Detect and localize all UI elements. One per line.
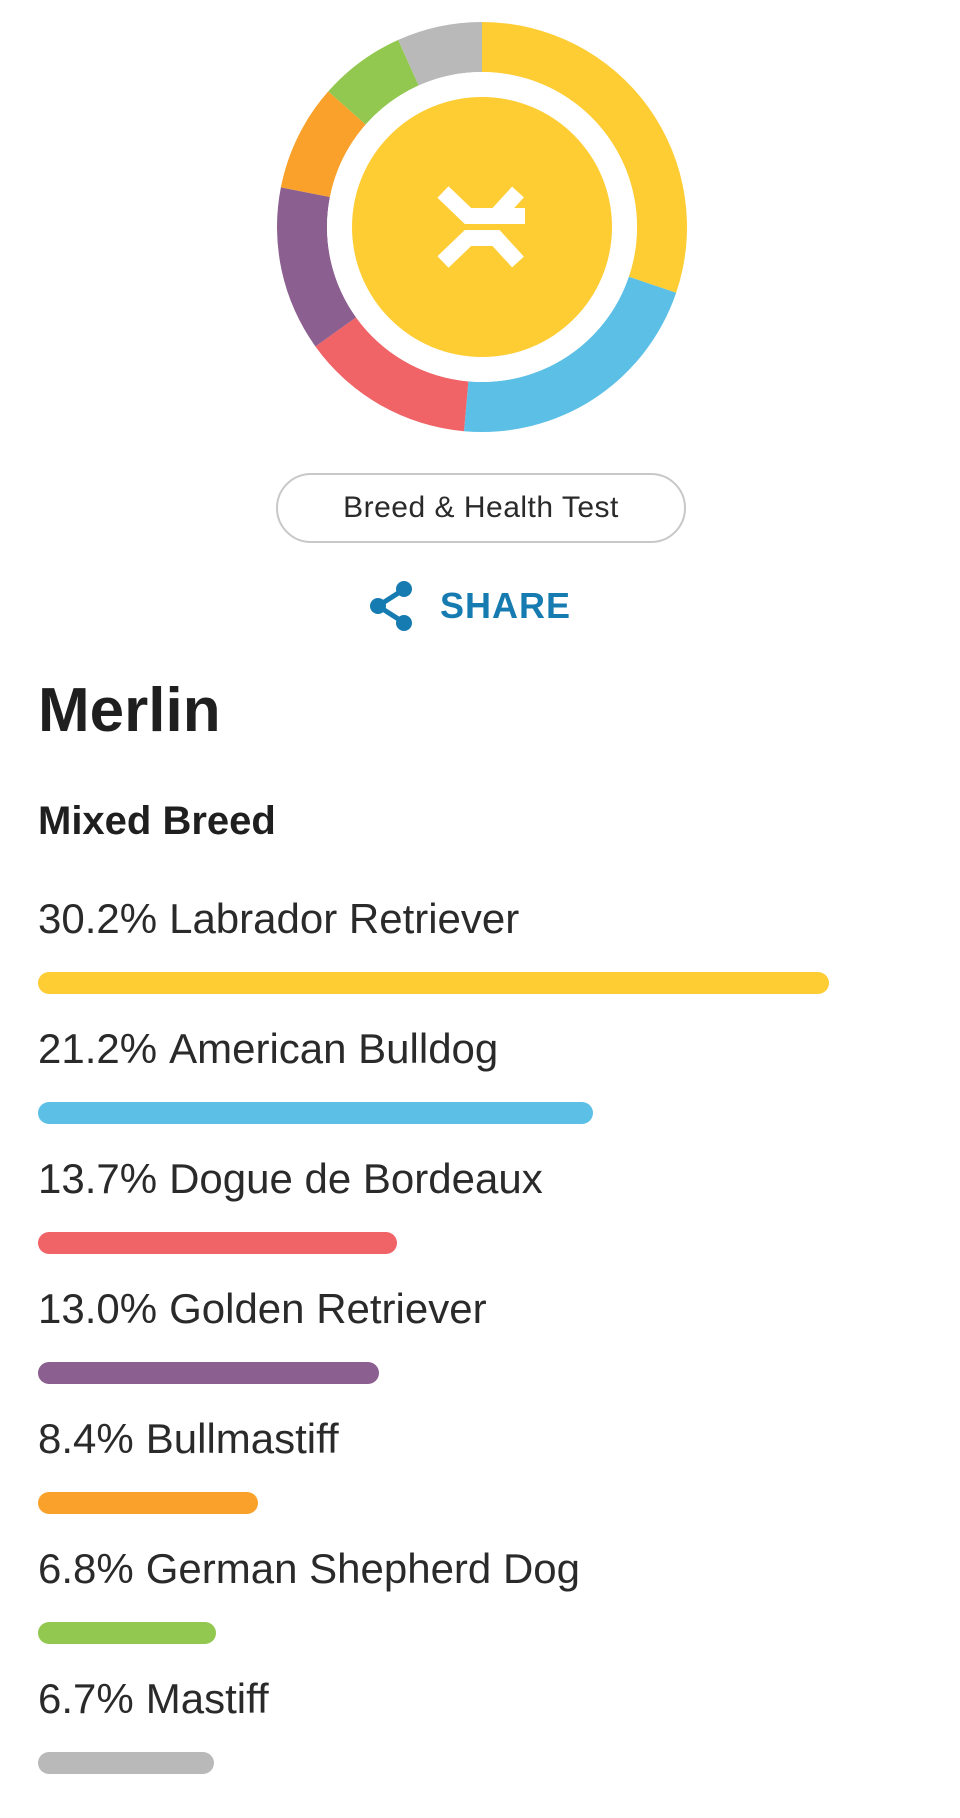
breed-label: 13.7% Dogue de Bordeaux xyxy=(38,1158,543,1200)
share-icon xyxy=(370,581,412,631)
breed-row: 21.2% American Bulldog xyxy=(38,1028,918,1138)
donut-segment xyxy=(315,317,469,432)
breed-percent-bar xyxy=(38,972,829,994)
breed-percent-bar xyxy=(38,1752,214,1774)
share-label: SHARE xyxy=(440,585,572,626)
breed-donut-svg xyxy=(277,22,687,432)
breed-donut-chart xyxy=(275,20,689,434)
donut-segment xyxy=(328,39,419,125)
breed-percent: 21.2% xyxy=(38,1025,158,1072)
donut-segment xyxy=(280,91,366,197)
breed-label: 6.8% German Shepherd Dog xyxy=(38,1548,580,1590)
breed-percent: 6.7% xyxy=(38,1675,134,1722)
breed-row: 8.4% Bullmastiff xyxy=(38,1418,918,1528)
breed-name: Labrador Retriever xyxy=(169,895,520,942)
breed-label: 8.4% Bullmastiff xyxy=(38,1418,339,1460)
breed-name: Mastiff xyxy=(145,1675,269,1722)
donut-segment xyxy=(482,22,687,293)
helix-logo-icon xyxy=(437,186,525,268)
breed-percent: 30.2% xyxy=(38,895,158,942)
donut-segment xyxy=(277,187,357,347)
breed-label: 13.0% Golden Retriever xyxy=(38,1288,487,1330)
breed-row: 6.8% German Shepherd Dog xyxy=(38,1548,918,1658)
breed-row: 13.0% Golden Retriever xyxy=(38,1288,918,1398)
breed-name: German Shepherd Dog xyxy=(145,1545,580,1592)
breed-label: 6.7% Mastiff xyxy=(38,1678,269,1720)
breed-name: Dogue de Bordeaux xyxy=(169,1155,543,1202)
breed-row: 30.2% Labrador Retriever xyxy=(38,898,918,1008)
breed-name: Golden Retriever xyxy=(169,1285,487,1332)
donut-center xyxy=(352,97,612,357)
breed-type-label: Mixed Breed xyxy=(38,799,276,843)
breed-name: American Bulldog xyxy=(169,1025,499,1072)
test-type-badge: Breed & Health Test xyxy=(276,473,686,543)
breed-percent-bar xyxy=(38,1232,397,1254)
breed-row: 13.7% Dogue de Bordeaux xyxy=(38,1158,918,1268)
breed-name: Bullmastiff xyxy=(145,1415,339,1462)
donut-segment xyxy=(463,276,677,432)
breed-percent: 13.7% xyxy=(38,1155,158,1202)
donut-segment xyxy=(398,22,482,86)
breed-percent-bar xyxy=(38,1492,258,1514)
breed-percent-bar xyxy=(38,1102,593,1124)
breed-percent: 13.0% xyxy=(38,1285,158,1332)
dog-name: Merlin xyxy=(38,676,221,745)
breed-label: 30.2% Labrador Retriever xyxy=(38,898,519,940)
breed-percent-bar xyxy=(38,1362,379,1384)
share-button[interactable]: SHARE xyxy=(366,578,571,634)
breed-label: 21.2% American Bulldog xyxy=(38,1028,498,1070)
breed-row: 6.7% Mastiff xyxy=(38,1678,918,1788)
breed-percent: 8.4% xyxy=(38,1415,134,1462)
breed-percent-bar xyxy=(38,1622,216,1644)
breed-percent: 6.8% xyxy=(38,1545,134,1592)
